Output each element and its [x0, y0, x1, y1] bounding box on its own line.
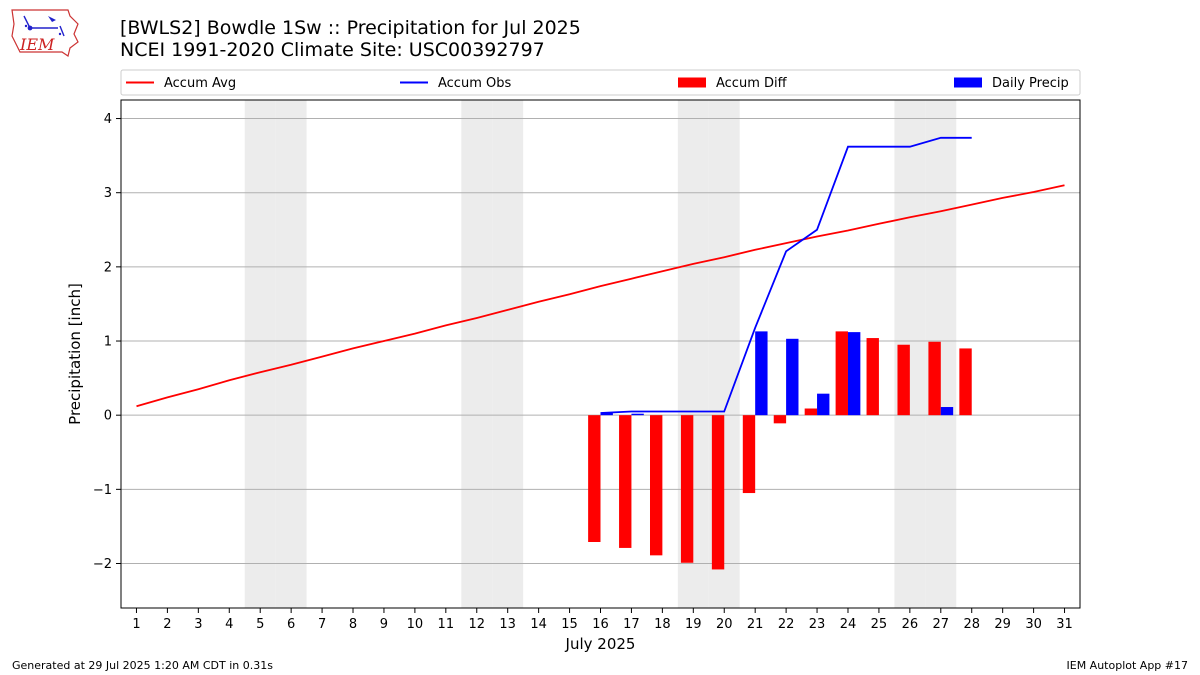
y-tick-label: 1: [104, 335, 112, 350]
daily-precip-bar: [817, 393, 830, 416]
accum-avg-line: [136, 184, 1065, 408]
weekend-shade: [461, 100, 493, 608]
y-tick-label: −1: [93, 483, 112, 498]
daily-precip-bar: [755, 331, 768, 416]
x-tick-label: 22: [778, 617, 795, 632]
logo-text: IEM: [19, 35, 55, 54]
weekend-shade: [275, 100, 307, 608]
y-tick-label: −2: [93, 557, 112, 572]
accum-diff-bar: [680, 415, 694, 563]
x-tick-label: 20: [716, 617, 733, 632]
x-tick-label: 11: [438, 617, 455, 632]
x-tick-label: 23: [809, 617, 826, 632]
x-tick-label: 17: [623, 617, 640, 632]
accum-diff-bar: [649, 415, 663, 556]
chart-title: [BWLS2] Bowdle 1Sw :: Precipitation for …: [120, 17, 581, 39]
x-tick-label: 31: [1056, 617, 1073, 632]
legend-label-accum-obs: Accum Obs: [438, 76, 511, 91]
accum-diff-bar: [588, 415, 601, 542]
generated-timestamp: Generated at 29 Jul 2025 1:20 AM CDT in …: [12, 659, 273, 672]
x-tick-label: 18: [654, 617, 671, 632]
x-tick-label: 21: [747, 617, 764, 632]
daily-precip-bar: [631, 413, 644, 416]
daily-precip-bar: [847, 332, 861, 416]
x-tick-label: 14: [530, 617, 547, 632]
x-tick-label: 3: [194, 617, 202, 632]
y-tick-label: 3: [104, 186, 112, 201]
x-tick-label: 8: [349, 617, 357, 632]
accum-diff-bar: [711, 415, 725, 570]
weekend-shade: [244, 100, 276, 608]
chart-subtitle: NCEI 1991-2020 Climate Site: USC00392797: [120, 39, 545, 61]
x-tick-label: 4: [225, 617, 233, 632]
legend-label-accum-diff: Accum Diff: [716, 76, 788, 91]
y-axis-label: Precipitation [inch]: [66, 283, 84, 425]
accum-diff-bar: [959, 348, 972, 416]
x-axis-label: July 2025: [565, 635, 636, 653]
x-tick-label: 24: [840, 617, 857, 632]
accum-diff-bar: [928, 341, 941, 416]
y-tick-label: 2: [104, 260, 112, 275]
accum-diff-bar: [835, 331, 848, 416]
x-tick-label: 6: [287, 617, 295, 632]
x-tick-label: 28: [963, 617, 980, 632]
x-tick-label: 2: [163, 617, 171, 632]
legend-box: [120, 69, 1081, 96]
accum-diff-bar: [804, 408, 818, 416]
iem-logo: IEM: [8, 6, 80, 58]
x-tick-label: 27: [933, 617, 950, 632]
accum-diff-bar: [773, 415, 787, 424]
x-tick-label: 16: [592, 617, 609, 632]
x-tick-label: 5: [256, 617, 264, 632]
accum-diff-bar: [742, 415, 756, 494]
daily-precip-bar: [940, 407, 954, 416]
x-tick-label: 7: [318, 617, 326, 632]
accum-obs-line: [600, 136, 972, 414]
y-tick-label: 4: [104, 112, 112, 127]
accum-diff-bar: [866, 338, 879, 416]
weekend-shade: [492, 100, 524, 608]
y-tick-label: 0: [104, 409, 112, 424]
legend-label-daily-precip: Daily Precip: [992, 76, 1069, 91]
daily-precip-bar: [600, 412, 613, 416]
x-tick-label: 15: [561, 617, 578, 632]
x-tick-label: 19: [685, 617, 702, 632]
x-tick-label: 10: [407, 617, 424, 632]
x-tick-label: 26: [902, 617, 919, 632]
legend-swatch-daily-precip: [954, 77, 982, 88]
app-label: IEM Autoplot App #17: [1066, 659, 1189, 672]
accum-diff-bar: [897, 344, 910, 416]
x-tick-label: 1: [132, 617, 140, 632]
x-tick-label: 25: [871, 617, 888, 632]
daily-precip-bar: [786, 338, 799, 416]
x-tick-label: 13: [499, 617, 516, 632]
legend-label-accum-avg: Accum Avg: [164, 76, 236, 91]
x-tick-label: 29: [994, 617, 1011, 632]
accum-diff-bar: [619, 415, 632, 548]
legend-swatch-accum-diff: [678, 77, 706, 88]
x-tick-label: 12: [468, 617, 485, 632]
x-tick-label: 30: [1025, 617, 1042, 632]
x-tick-label: 9: [380, 617, 388, 632]
